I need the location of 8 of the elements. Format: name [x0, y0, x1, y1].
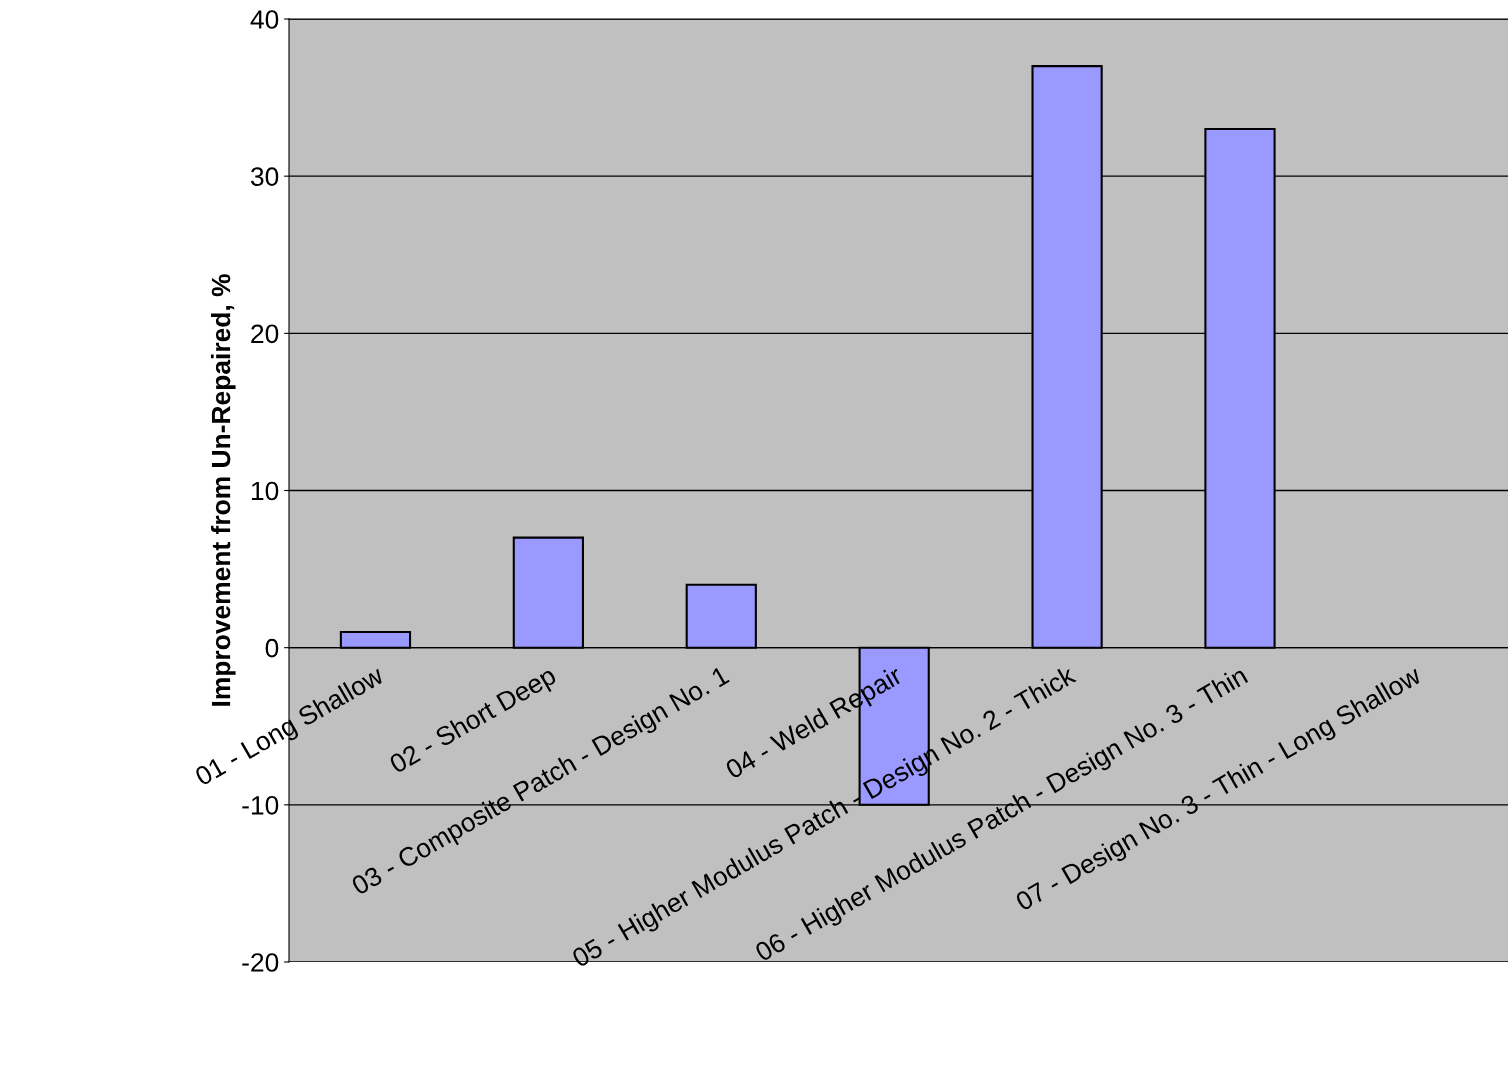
y-tick-label: -10	[242, 795, 279, 815]
y-tick-label: 30	[250, 167, 279, 186]
y-tick-label: 10	[251, 481, 279, 501]
y-tick-label: 0	[265, 638, 279, 658]
y-axis-title: Improvement from Un-Repaired, %	[210, 274, 236, 706]
y-tick-label: -20	[242, 953, 279, 972]
y-tick-label: 40	[250, 10, 279, 29]
y-tick-label: 20	[251, 324, 279, 344]
